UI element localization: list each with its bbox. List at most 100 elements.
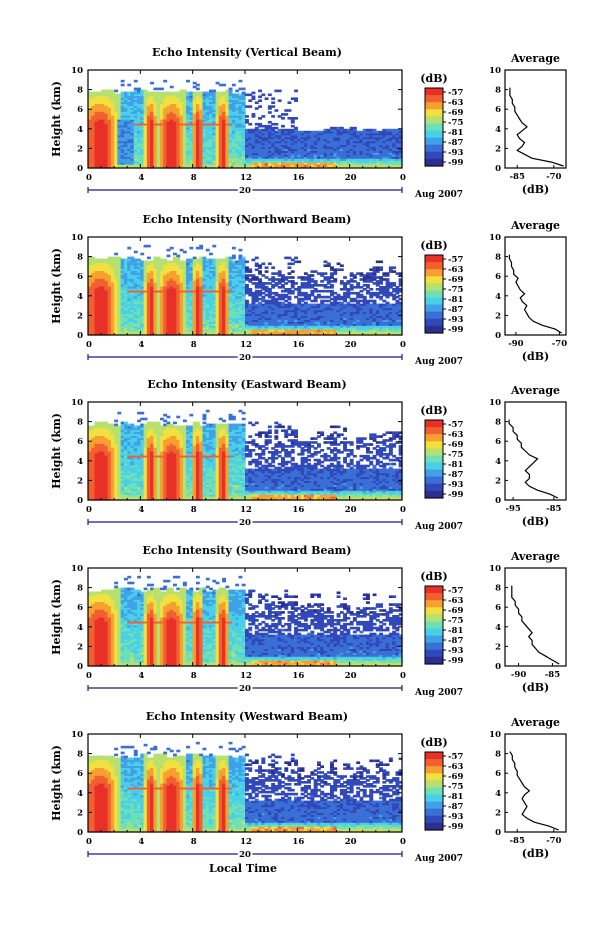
y-tick-label: 8	[77, 86, 83, 96]
heatmap-cell	[107, 93, 112, 97]
heatmap-cell	[205, 111, 210, 114]
heatmap-cell	[124, 126, 128, 130]
heatmap-cell	[160, 93, 164, 97]
heatmap-cell	[97, 95, 102, 99]
heatmap-cell	[140, 140, 145, 144]
heatmap-cell	[117, 130, 122, 134]
heatmap-cell	[140, 93, 145, 97]
heatmap-cell	[124, 119, 128, 122]
heatmap-cell	[199, 124, 204, 128]
heatmap-cell	[104, 113, 109, 116]
heatmap-cell	[231, 83, 236, 87]
heatmap-cell	[179, 95, 184, 99]
heatmap-cell	[176, 156, 181, 159]
heatmap-cell	[143, 136, 148, 140]
heatmap-cell	[176, 101, 181, 104]
heatmap-cell	[143, 146, 148, 149]
heatmap-cell	[156, 146, 161, 149]
heatmap-cell	[91, 91, 96, 95]
heatmap-cell	[114, 158, 119, 161]
heatmap-cell	[146, 138, 151, 142]
heatmap-cell	[189, 134, 194, 138]
heatmap-cell	[91, 158, 96, 161]
heatmap-cell	[150, 132, 154, 136]
heatmap-cell	[192, 97, 197, 100]
heatmap-cell	[153, 162, 158, 165]
heatmap-cell	[117, 109, 122, 112]
heatmap-cell	[195, 152, 200, 155]
heatmap-cell	[166, 150, 171, 153]
heatmap-cell	[205, 128, 210, 132]
heatmap-cell	[120, 146, 125, 149]
heatmap-cell	[160, 162, 164, 165]
heatmap-cell	[179, 91, 184, 95]
colorbar-segment	[425, 109, 443, 117]
heatmap-cell	[97, 93, 102, 97]
heatmap-cell	[97, 162, 102, 165]
heatmap-cell	[91, 115, 96, 118]
heatmap-cell	[245, 260, 249, 264]
heatmap-cell	[114, 138, 119, 142]
heatmap-cell	[192, 111, 197, 114]
heatmap-cell	[101, 121, 105, 124]
heatmap-cell	[143, 117, 148, 120]
heatmap-cell	[91, 148, 96, 151]
x-tick-label: 16	[292, 173, 304, 183]
heatmap-cell	[173, 95, 177, 99]
heatmap-cell	[110, 111, 115, 114]
heatmap-cell	[182, 109, 187, 112]
heatmap-cell	[182, 95, 187, 99]
heatmap-cell	[163, 99, 168, 102]
colorbar-tick-label: -69	[448, 108, 463, 118]
heatmap-cell	[179, 152, 184, 155]
heatmap-cell	[189, 144, 194, 148]
heatmap-cell	[101, 89, 105, 93]
heatmap-cell	[133, 154, 138, 157]
heatmap-cell	[120, 93, 125, 97]
heatmap-cell	[94, 146, 99, 149]
heatmap-cell	[137, 97, 141, 100]
heatmap-cell	[124, 107, 128, 110]
heatmap-cell	[143, 152, 148, 155]
heatmap-cell	[143, 119, 148, 122]
heatmap-cell	[88, 117, 92, 120]
heatmap-cell	[143, 144, 148, 148]
heatmap-cell	[137, 138, 141, 142]
heatmap-cell	[140, 130, 145, 134]
heatmap-cell	[91, 107, 96, 110]
heatmap-cell	[182, 140, 187, 144]
heatmap-cell	[97, 99, 102, 102]
profile-y-tick-label: 2	[495, 144, 501, 154]
heatmap-cell	[94, 124, 99, 128]
heatmap-cell	[130, 150, 135, 153]
heatmap-cell	[94, 95, 99, 99]
heatmap-cell	[110, 105, 115, 108]
heatmap-cell	[124, 154, 128, 157]
heatmap-cell	[153, 138, 158, 142]
heatmap-cell	[94, 119, 99, 122]
heatmap-cell	[163, 130, 168, 134]
heatmap-cell	[137, 103, 141, 106]
heatmap-cell	[88, 164, 92, 167]
heatmap-cell	[140, 134, 145, 138]
heatmap-cell	[179, 138, 184, 142]
heatmap-cell	[176, 128, 181, 132]
heatmap-cell	[294, 97, 298, 100]
heatmap-cell	[107, 91, 112, 95]
heatmap-cell	[137, 140, 141, 144]
heatmap-cell	[91, 117, 96, 120]
heatmap-cell	[160, 142, 164, 146]
heatmap-cell	[277, 99, 282, 102]
heatmap-cell	[179, 136, 184, 140]
heatmap-cell	[195, 134, 200, 138]
heatmap-cell	[137, 107, 141, 110]
heatmap-cell	[88, 148, 92, 151]
heatmap-cell	[88, 122, 92, 126]
heatmap-cell	[195, 148, 200, 151]
heatmap-cell	[153, 136, 158, 140]
heatmap-cell	[202, 138, 207, 142]
heatmap-cell	[202, 156, 207, 159]
heatmap-cell	[107, 158, 112, 161]
heatmap-cell	[101, 160, 105, 163]
heatmap-cell	[186, 117, 190, 120]
